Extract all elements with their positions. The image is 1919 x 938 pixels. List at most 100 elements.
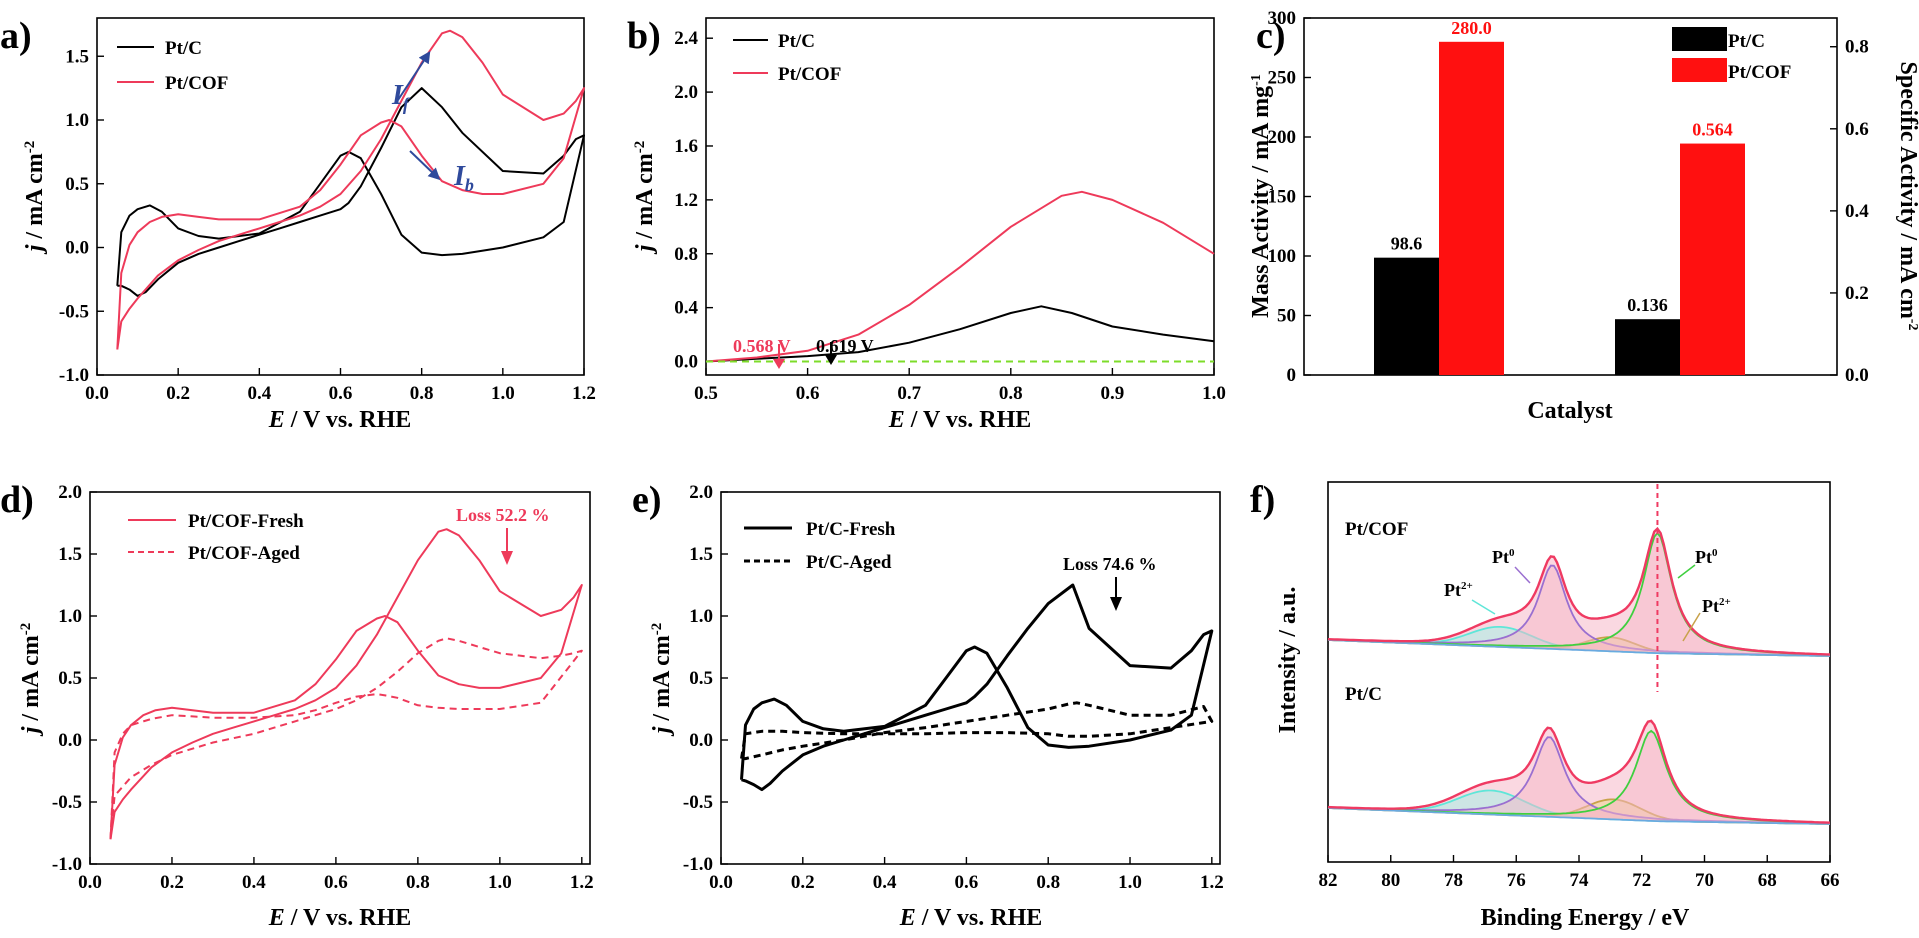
x-tick-label: 0.8 bbox=[410, 383, 434, 404]
right-y-tick-label: 0.6 bbox=[1845, 119, 1869, 140]
legend-label-fresh: Pt/C-Fresh bbox=[806, 519, 896, 540]
y-tick-label: 1.5 bbox=[65, 46, 89, 67]
panel-c-right-y-label: Specific Activity / mA cm-2 bbox=[1895, 62, 1919, 331]
x-tick-label: 0.4 bbox=[247, 383, 271, 404]
backward-current-label: Ib bbox=[453, 161, 474, 195]
y-tick-label: 0.0 bbox=[65, 238, 89, 259]
panel-e-series bbox=[740, 583, 1214, 792]
x-tick-label: 0.0 bbox=[78, 872, 102, 893]
y-tick-label: -1.0 bbox=[52, 854, 82, 875]
left-y-tick-label: 250 bbox=[1268, 68, 1297, 89]
panel-d-y-ticks: -1.0 -0.5 0.0 0.5 1.0 1.5 2.0 bbox=[52, 482, 97, 875]
x-tick-label: 0.6 bbox=[324, 872, 348, 893]
onset-label-pt-cof: 0.568 V bbox=[733, 336, 791, 356]
forward-current-label: If bbox=[391, 80, 411, 114]
legend-label-pt-cof: Pt/COF bbox=[1728, 62, 1791, 83]
x-tick-label: 0.5 bbox=[694, 383, 718, 404]
left-y-tick-label: 300 bbox=[1268, 8, 1297, 29]
panel-f-peak-labels: Pt0 Pt2+ Pt0 Pt2+ bbox=[1444, 547, 1731, 642]
x-tick-label: 0.4 bbox=[873, 872, 897, 893]
y-tick-label: -0.5 bbox=[52, 792, 82, 813]
series-line-fresh bbox=[109, 528, 583, 840]
panel-a-y-ticks: -1.0 -0.5 0.0 0.5 1.0 1.5 bbox=[59, 46, 104, 386]
left-y-tick-label: 150 bbox=[1268, 187, 1297, 208]
series-line-pt-c bbox=[705, 305, 1215, 363]
x-tick-label: 68 bbox=[1758, 870, 1777, 891]
panel-a-plot-frame bbox=[96, 17, 585, 376]
right-y-tick-label: 0.8 bbox=[1845, 37, 1869, 58]
x-tick-label: 74 bbox=[1570, 870, 1590, 891]
panel-e-y-label: j / mA cm-2 bbox=[649, 623, 675, 737]
y-tick-label: 1.5 bbox=[689, 544, 713, 565]
panel-b-y-ticks: 0.0 0.4 0.8 1.2 1.6 2.0 2.4 bbox=[674, 28, 713, 373]
x-tick-label: 0.8 bbox=[1036, 872, 1060, 893]
panel-f-label: f) bbox=[1250, 479, 1275, 521]
y-tick-label: 0.5 bbox=[689, 668, 713, 689]
spectrum-label-pt-c: Pt/C bbox=[1345, 684, 1382, 705]
x-tick-label: 1.0 bbox=[1202, 383, 1226, 404]
y-tick-label: 0.0 bbox=[674, 352, 698, 373]
panel-d-series bbox=[109, 528, 583, 840]
loss-label: Loss 52.2 % bbox=[456, 505, 550, 525]
pt2-pointer-left bbox=[1471, 599, 1496, 615]
y-tick-label: -0.5 bbox=[683, 792, 713, 813]
panel-a-series bbox=[116, 29, 585, 350]
panel-c-left-y-ticks: 0 50 100 150 200 250 300 bbox=[1268, 8, 1311, 386]
panel-e: e) 0.0 0.2 0.4 0.6 0.8 1.0 1.2 -1.0 -0.5 0.0 0.5 1… bbox=[632, 479, 1224, 931]
pt2-pointer-right bbox=[1682, 612, 1701, 642]
panel-a-x-ticks: 0.0 0.2 0.4 0.6 0.8 1.0 1.2 bbox=[85, 368, 596, 404]
bar-value-label: 280.0 bbox=[1451, 18, 1492, 38]
left-y-tick-label: 200 bbox=[1268, 127, 1297, 148]
series-line-pt-cof bbox=[116, 29, 585, 350]
bar-pt-cof bbox=[1439, 41, 1504, 376]
legend-label-aged: Pt/COF-Aged bbox=[188, 543, 300, 564]
x-tick-label: 1.2 bbox=[570, 872, 594, 893]
background-line bbox=[1327, 639, 1831, 657]
panel-b-x-label: E / V vs. RHE bbox=[888, 407, 1032, 433]
envelope-fill bbox=[1328, 720, 1830, 824]
y-tick-label: 1.0 bbox=[58, 606, 82, 627]
loss-arrowhead bbox=[501, 551, 513, 565]
panel-f-spectra bbox=[1327, 484, 1831, 825]
y-tick-label: 1.2 bbox=[674, 190, 698, 211]
left-y-tick-label: 50 bbox=[1277, 306, 1296, 327]
y-tick-label: 1.6 bbox=[674, 136, 698, 157]
x-tick-label: 1.0 bbox=[491, 383, 515, 404]
pt0-pointer-left bbox=[1514, 566, 1531, 584]
legend-label-fresh: Pt/COF-Fresh bbox=[188, 511, 304, 532]
bar-pt-cof bbox=[1680, 143, 1745, 375]
x-tick-label: 76 bbox=[1507, 870, 1526, 891]
legend-label-aged: Pt/C-Aged bbox=[806, 552, 892, 573]
x-tick-label: 0.2 bbox=[166, 383, 190, 404]
envelope-line bbox=[1327, 526, 1831, 656]
bar-value-label: 0.136 bbox=[1627, 295, 1668, 315]
y-tick-label: 0.5 bbox=[65, 174, 89, 195]
legend-swatch-pt-cof bbox=[1672, 58, 1727, 82]
y-tick-label: 0.4 bbox=[674, 298, 698, 319]
x-tick-label: 1.2 bbox=[572, 383, 596, 404]
right-y-tick-label: 0.0 bbox=[1845, 365, 1869, 386]
background-line bbox=[1327, 807, 1831, 825]
panel-d-x-label: E / V vs. RHE bbox=[268, 905, 412, 931]
panel-d-plot-frame bbox=[89, 491, 591, 865]
legend-label-pt-c: Pt/C bbox=[778, 31, 815, 52]
y-tick-label: -0.5 bbox=[59, 301, 89, 322]
y-tick-label: 2.0 bbox=[674, 82, 698, 103]
pt2-label-right: Pt2+ bbox=[1702, 596, 1731, 616]
y-tick-label: 1.5 bbox=[58, 544, 82, 565]
panel-d-legend: Pt/COF-Fresh Pt/COF-Aged bbox=[128, 511, 304, 564]
series-line-aged bbox=[740, 701, 1214, 761]
loss-label: Loss 74.6 % bbox=[1063, 554, 1157, 574]
x-tick-label: 72 bbox=[1632, 870, 1651, 891]
onset-arrowhead-pt-c bbox=[825, 355, 837, 365]
onset-label-pt-c: 0.619 V bbox=[816, 336, 874, 356]
panel-c-right-y-ticks: 0.0 0.2 0.4 0.6 0.8 bbox=[1830, 37, 1869, 386]
panel-d-y-label: j / mA cm-2 bbox=[18, 623, 44, 737]
x-tick-label: 78 bbox=[1444, 870, 1463, 891]
x-tick-label: 0.9 bbox=[1101, 383, 1125, 404]
x-tick-label: 1.2 bbox=[1200, 872, 1224, 893]
panel-c: c) 0 50 100 150 200 250 300 0.0 0.2 0.4 0.6 0.8 98… bbox=[1248, 8, 1919, 424]
x-tick-label: 1.0 bbox=[488, 872, 512, 893]
panel-c-legend: Pt/C Pt/COF bbox=[1672, 27, 1791, 83]
